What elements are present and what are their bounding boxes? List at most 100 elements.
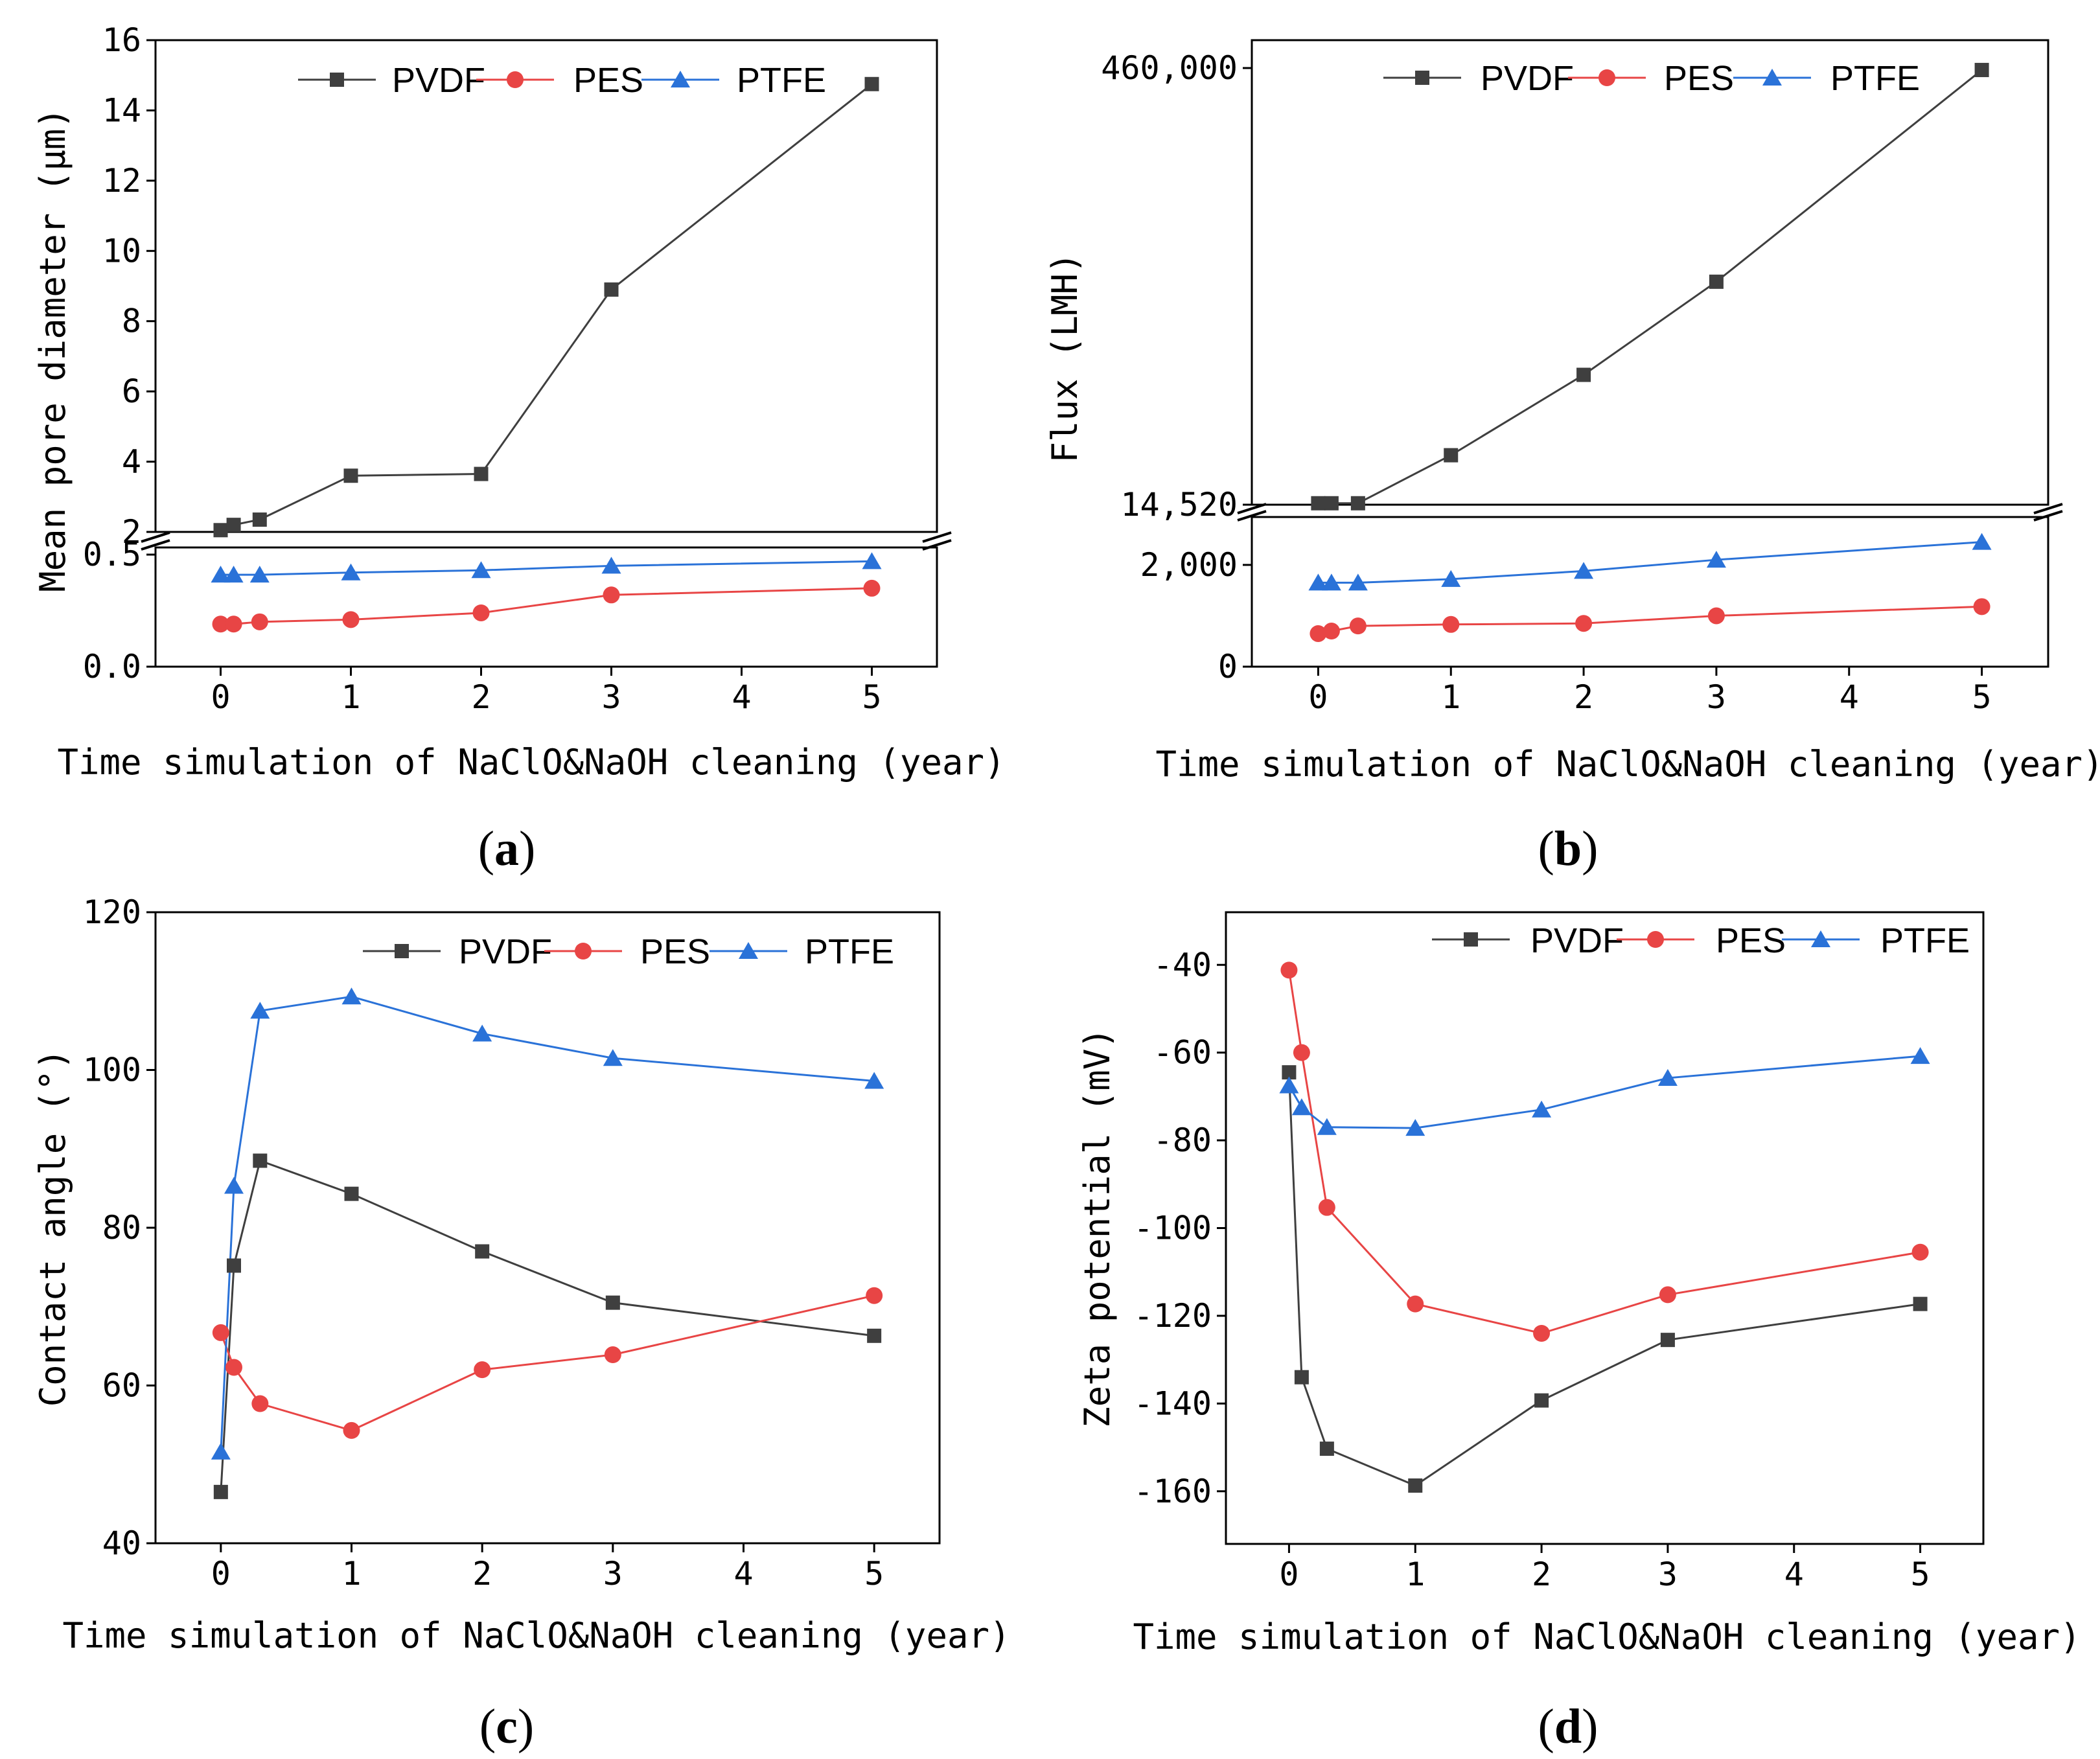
x-tick-label: 5 [862,678,881,716]
panel-label-c: (c) [479,1699,534,1754]
data-point-pvdf [252,512,267,527]
data-point-ptfe [211,566,231,583]
y-tick-label: -40 [1153,946,1212,983]
data-point-pvdf [1311,496,1326,511]
data-point-pvdf [605,1295,620,1310]
y-tick-label: -160 [1134,1473,1212,1510]
y-tick-label: 0.0 [83,648,141,685]
data-point-ptfe [1291,1098,1311,1116]
x-tick-label: 2 [1574,678,1593,716]
x-tick-label: 0 [211,1555,231,1592]
data-point-pes [1349,617,1367,635]
y-tick-label: 0.5 [83,536,141,573]
x-tick-label: 4 [1784,1556,1804,1593]
data-point-ptfe [1308,573,1328,591]
x-tick-label: 3 [601,678,621,716]
x-tick-label: 3 [1707,678,1726,716]
axis-break-gap [1244,506,2056,516]
x-tick-label: 2 [472,1555,492,1592]
data-point-pvdf [1444,448,1459,463]
y-tick-label: 2,000 [1140,546,1238,584]
x-tick-label: 0 [211,678,230,716]
data-point-ptfe [224,1177,244,1194]
data-point-pvdf [213,523,228,538]
y-tick-label: 120 [83,893,141,931]
data-point-ptfe [1574,562,1594,579]
data-point-ptfe [1972,533,1992,550]
y-tick-label: 6 [122,373,141,410]
data-point-ptfe [1348,573,1368,591]
legend-label-pes: PES [1664,59,1734,98]
axis-break-mark-right [922,531,952,551]
plot-frame [1225,911,1985,1545]
legend-label-pvdf: PVDF [1481,59,1574,98]
data-point-pes [863,579,881,597]
plot-frame-lower [1251,516,2049,668]
data-point-pes [1911,1243,1929,1261]
y-axis-label: Flux (LMH) [1044,252,1085,463]
data-point-ptfe [601,557,621,574]
x-tick-label: 4 [1840,678,1859,716]
data-point-pes [474,1361,491,1379]
panel-label-b: (b) [1538,822,1598,876]
data-point-pes [1575,615,1593,632]
data-point-ptfe [862,552,882,569]
x-tick-label: 0 [1308,678,1328,716]
y-axis-label: Mean pore diameter (μm) [32,108,73,592]
legend-label-pes: PES [573,61,643,100]
y-tick-label: 80 [102,1209,141,1247]
x-axis-label: Time simulation of NaClO&NaOH cleaning (… [1156,744,2100,785]
data-point-pvdf [343,468,358,483]
legend-label-ptfe: PTFE [1880,921,1970,960]
x-tick-label: 0 [1279,1556,1298,1593]
x-axis-label: Time simulation of NaClO&NaOH cleaning (… [1133,1616,2081,1657]
x-tick-label: 1 [341,1555,361,1592]
data-point-pes [866,1287,883,1304]
y-tick-label: -120 [1134,1297,1212,1335]
panel-label-a: (a) [478,822,536,876]
legend: PVDF PES PTFE [1383,59,1920,98]
x-tick-label: 1 [341,678,360,716]
x-tick-label: 3 [1658,1556,1678,1593]
data-point-ptfe [471,561,491,579]
data-point-pes [1310,625,1327,642]
legend-marker-ptfe [739,942,758,959]
data-point-pvdf [227,1258,241,1273]
data-point-pvdf [1408,1478,1423,1493]
data-point-pvdf [475,1244,490,1259]
legend-label-ptfe: PTFE [1830,59,1920,98]
legend-label-pes: PES [640,932,710,971]
legend-label-pvdf: PVDF [459,932,552,971]
legend-label-pvdf: PVDF [1530,921,1624,960]
data-point-pes [1280,961,1298,979]
data-point-pvdf [1294,1370,1309,1385]
y-tick-label: 16 [102,21,141,59]
legend-label-pes: PES [1716,921,1786,960]
y-tick-label: 60 [102,1367,141,1405]
data-point-ptfe [1706,551,1726,568]
legend-marker-pes [507,71,524,88]
series-line-pes [220,587,872,625]
data-point-ptfe [1532,1100,1552,1118]
data-point-pes [1322,623,1340,640]
data-point-pvdf [1576,367,1591,382]
y-tick-label: 10 [102,232,141,270]
legend-marker-pvdf [1464,932,1478,947]
data-point-pes [342,611,360,628]
x-tick-label: 1 [1441,678,1460,716]
y-tick-label: 4 [122,443,141,481]
data-point-ptfe [603,1049,623,1066]
legend: PVDF PES PTFE [298,61,826,100]
data-point-ptfe [864,1072,884,1089]
data-point-pvdf [1709,274,1724,289]
legend-marker-ptfe [1811,930,1830,947]
series-line-pvdf [1287,1072,1921,1487]
y-tick-label: -80 [1153,1121,1212,1159]
x-axis-label: Time simulation of NaClO&NaOH cleaning (… [63,1615,1011,1656]
y-tick-label: -100 [1134,1210,1212,1247]
legend-marker-pvdf [395,944,409,958]
legend-marker-pvdf [330,73,344,87]
legend-marker-pes [1647,931,1664,948]
